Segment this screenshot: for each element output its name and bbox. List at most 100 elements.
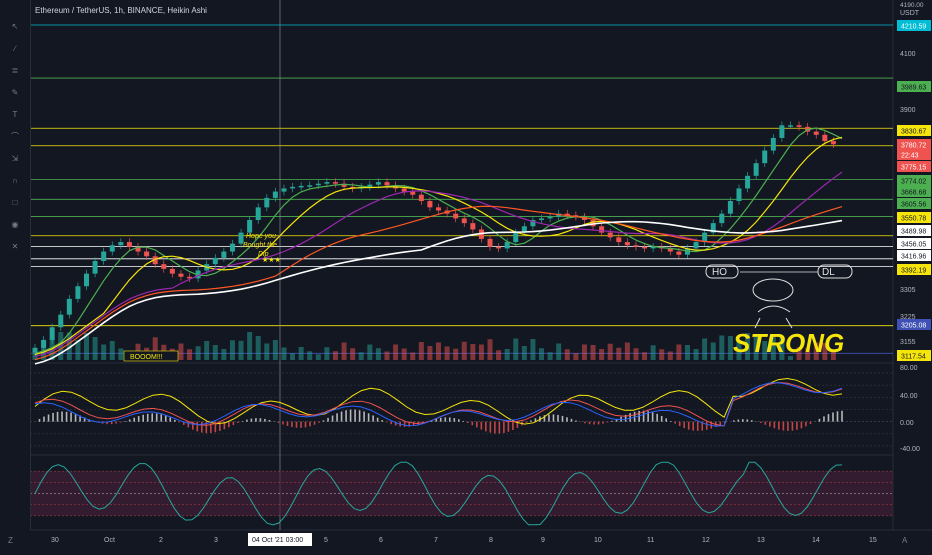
osc-histogram-bar bbox=[260, 418, 262, 421]
ruler-icon[interactable]: ⇲ bbox=[6, 152, 24, 166]
price-label-text: 3550.78 bbox=[901, 216, 926, 223]
osc-histogram-bar bbox=[39, 419, 41, 422]
volume-bar bbox=[419, 342, 424, 360]
y-tick-label: 3305 bbox=[900, 287, 916, 294]
candle-body bbox=[101, 252, 106, 261]
lock-icon[interactable]: □ bbox=[6, 196, 24, 210]
price-label-text: 3117.54 bbox=[901, 354, 926, 361]
osc-histogram-bar bbox=[287, 422, 289, 426]
volume-bar bbox=[582, 345, 587, 361]
volume-bar bbox=[530, 339, 535, 360]
volume-bar bbox=[367, 345, 372, 360]
volume-bar bbox=[333, 351, 338, 360]
osc-histogram-bar bbox=[350, 410, 352, 422]
y-tick-label: 3155 bbox=[900, 339, 916, 346]
volume-bar bbox=[264, 344, 269, 361]
osc-histogram-bar bbox=[765, 422, 767, 425]
volume-bar bbox=[651, 345, 656, 360]
osc-histogram-bar bbox=[670, 421, 672, 422]
osc-histogram-bar bbox=[233, 422, 235, 425]
osc-histogram-bar bbox=[760, 422, 762, 423]
x-tick-label: Oct bbox=[104, 537, 115, 544]
currency-label: USDT bbox=[900, 10, 920, 17]
osc-histogram-bar bbox=[512, 422, 514, 430]
osc-histogram-bar bbox=[282, 422, 284, 425]
volume-bar bbox=[522, 346, 527, 360]
osc-histogram-bar bbox=[210, 422, 212, 433]
osc-tick-label: 40.00 bbox=[900, 393, 918, 400]
candle-body bbox=[762, 151, 767, 164]
candle-body bbox=[676, 252, 681, 255]
osc-histogram-bar bbox=[526, 422, 528, 423]
osc-histogram-bar bbox=[458, 419, 460, 421]
candle-body bbox=[831, 141, 836, 144]
osc-histogram-bar bbox=[381, 420, 383, 422]
osc-histogram-bar bbox=[828, 414, 830, 421]
osc-histogram-bar bbox=[61, 411, 63, 421]
candle-body bbox=[728, 201, 733, 214]
volume-bar bbox=[299, 347, 304, 360]
osc-histogram-bar bbox=[837, 411, 839, 421]
candle-body bbox=[50, 327, 55, 340]
osc-histogram-bar bbox=[129, 419, 131, 421]
bottom-right-icon[interactable]: A bbox=[902, 536, 907, 545]
osc-histogram-bar bbox=[778, 422, 780, 430]
osc-histogram-bar bbox=[796, 422, 798, 430]
osc-histogram-bar bbox=[372, 415, 374, 421]
osc-histogram-bar bbox=[688, 422, 690, 430]
candle-body bbox=[625, 242, 630, 245]
x-tick-label: 8 bbox=[489, 537, 493, 544]
volume-bar bbox=[556, 344, 561, 361]
annotation-dl-text: DL bbox=[822, 267, 835, 278]
osc-histogram-bar bbox=[48, 415, 50, 422]
brush-icon[interactable]: ✎ bbox=[6, 86, 24, 100]
osc-histogram-bar bbox=[508, 422, 510, 432]
x-tick-label: 15 bbox=[869, 537, 877, 544]
osc-histogram-bar bbox=[449, 417, 451, 421]
cursor-icon[interactable]: ↖ bbox=[6, 20, 24, 34]
eye-icon[interactable]: ◉ bbox=[6, 218, 24, 232]
osc-histogram-bar bbox=[278, 422, 280, 423]
volume-bar bbox=[719, 336, 724, 361]
candle-body bbox=[754, 163, 759, 176]
volume-bar bbox=[445, 347, 450, 361]
osc-histogram-bar bbox=[305, 422, 307, 428]
price-label-text: 4210.59 bbox=[901, 24, 926, 31]
volume-bar bbox=[350, 348, 355, 360]
osc-histogram-bar bbox=[314, 422, 316, 425]
bottom-left-icon[interactable]: Z bbox=[8, 536, 13, 545]
trash-icon[interactable]: ✕ bbox=[6, 240, 24, 254]
pattern-icon[interactable]: ⌒ bbox=[6, 130, 24, 144]
osc-histogram-bar bbox=[318, 422, 320, 423]
osc-histogram-bar bbox=[665, 418, 667, 421]
candle-body bbox=[67, 299, 72, 315]
candle-body bbox=[771, 138, 776, 151]
trend-line-icon[interactable]: ∕ bbox=[6, 42, 24, 56]
ma-green-line bbox=[35, 128, 842, 353]
osc-histogram-bar bbox=[332, 416, 334, 422]
osc-histogram-bar bbox=[589, 422, 591, 425]
volume-bar bbox=[256, 336, 261, 360]
candle-body bbox=[84, 274, 89, 287]
volume-bar bbox=[702, 339, 707, 361]
magnet-icon[interactable]: ∩ bbox=[6, 174, 24, 188]
osc-histogram-bar bbox=[494, 422, 496, 434]
price-axis-group: 41003900330532253155USDT4190.004210.5939… bbox=[897, 2, 931, 361]
volume-bar bbox=[453, 349, 458, 360]
volume-bar bbox=[307, 351, 312, 360]
volume-bar bbox=[101, 345, 106, 361]
osc-histogram-bar bbox=[467, 422, 469, 423]
osc-histogram-bar bbox=[656, 414, 658, 422]
x-tick-label: 5 bbox=[324, 537, 328, 544]
price-label-text: 3456.05 bbox=[901, 242, 926, 249]
volume-bar bbox=[642, 352, 647, 360]
osc-tick-label: 0.00 bbox=[900, 420, 914, 427]
fib-icon[interactable]: ≣ bbox=[6, 64, 24, 78]
osc-histogram-bar bbox=[187, 422, 189, 428]
osc-histogram-bar bbox=[611, 421, 613, 422]
text-icon[interactable]: T bbox=[6, 108, 24, 122]
candle-body bbox=[161, 264, 166, 269]
volume-bar bbox=[187, 349, 192, 360]
